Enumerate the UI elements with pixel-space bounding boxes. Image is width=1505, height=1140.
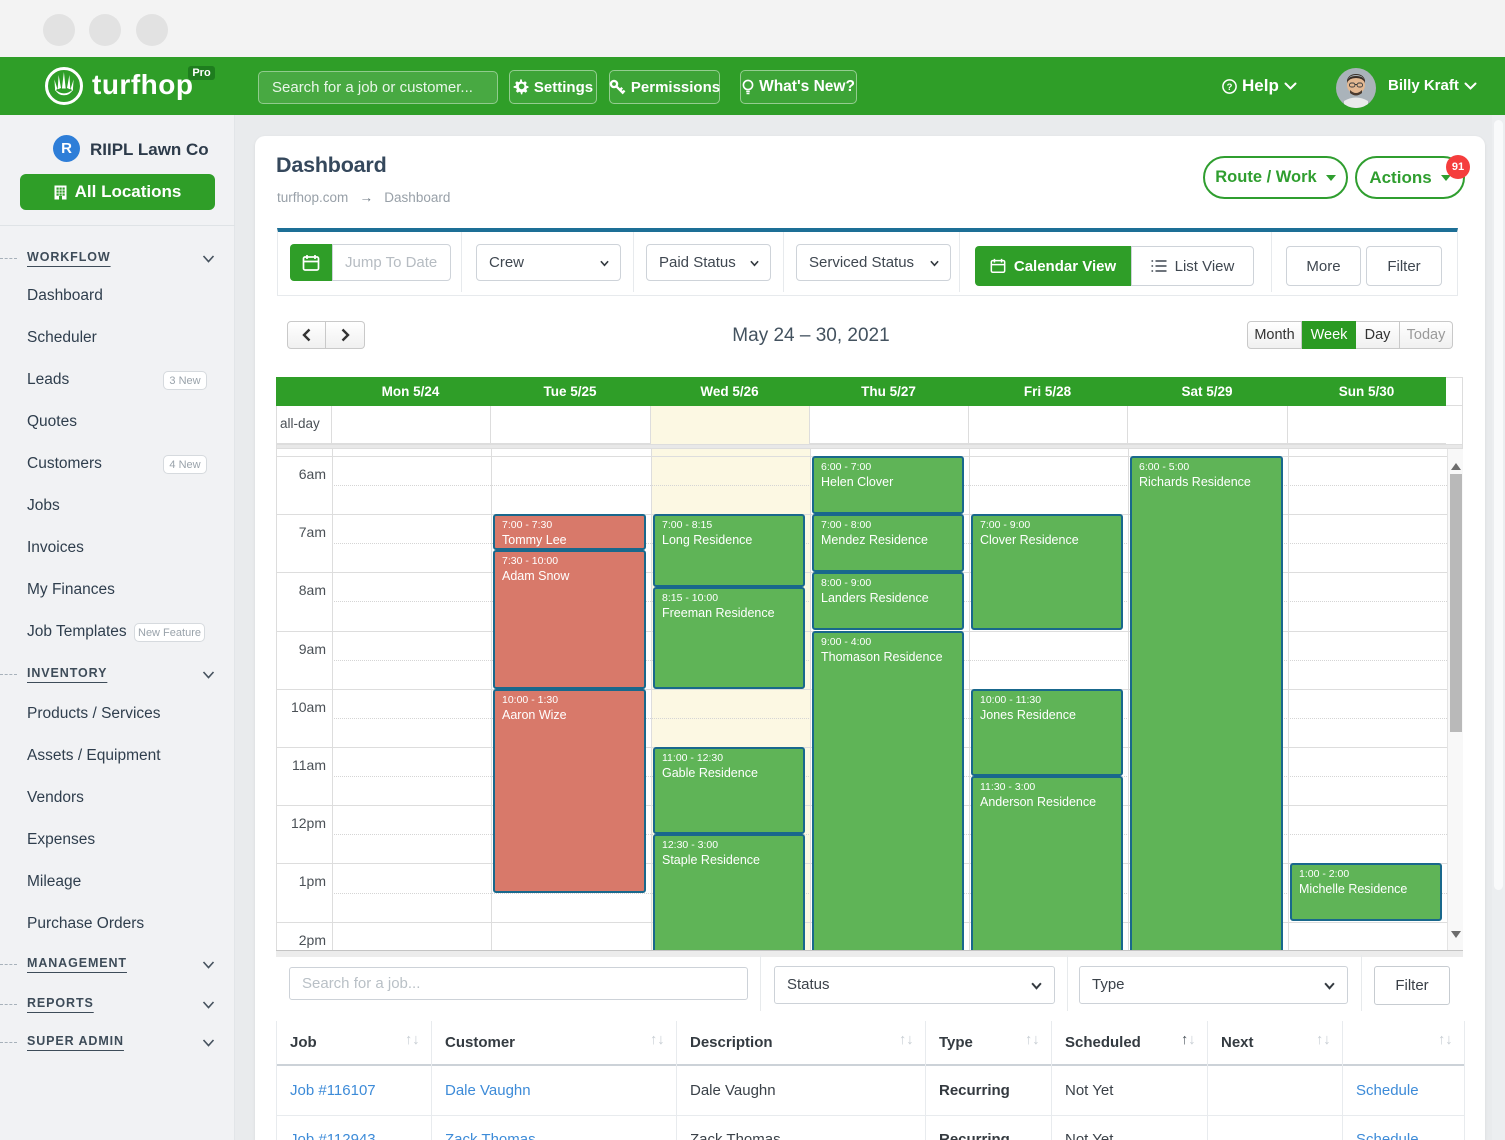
svg-text:?: ?	[1227, 82, 1233, 93]
